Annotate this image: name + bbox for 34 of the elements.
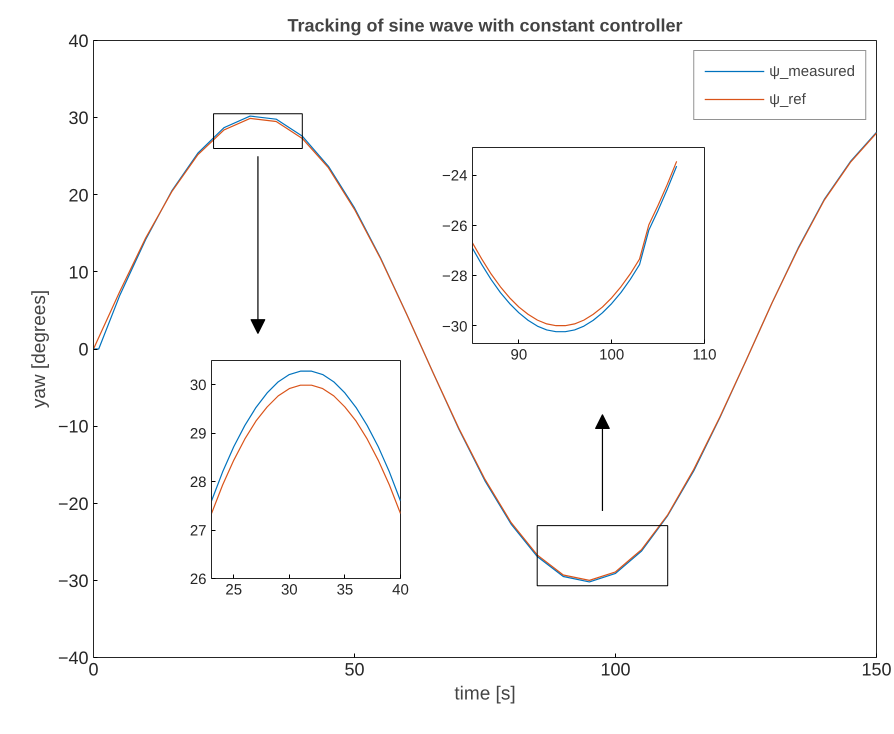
- y-tick-label: −24: [442, 168, 468, 185]
- x-tick-label: 30: [280, 582, 298, 598]
- x-tick-label: 150: [861, 660, 892, 680]
- line-series: [212, 370, 400, 502]
- y-tick-label: −26: [442, 218, 468, 235]
- line-series: [212, 384, 400, 514]
- y-tick-label: 28: [190, 474, 207, 492]
- y-tick-label: 30: [68, 108, 89, 128]
- legend-label: ψ_ref: [769, 90, 806, 108]
- y-tick-label: 30: [190, 377, 207, 394]
- y-axis-title: yaw [degrees]: [28, 290, 50, 408]
- y-tick-label: 40: [68, 31, 89, 51]
- x-tick-label: 100: [599, 346, 624, 364]
- y-tick-label: 10: [68, 262, 89, 282]
- y-tick-label: −10: [58, 416, 89, 437]
- x-tick-label: 90: [510, 346, 528, 364]
- y-tick-label: −30: [442, 318, 468, 336]
- y-tick-label: −20: [58, 494, 89, 514]
- y-tick-label: 29: [190, 426, 207, 443]
- x-tick-label: 35: [336, 582, 354, 598]
- x-tick-label: 25: [225, 582, 242, 598]
- chart-title: Tracking of sine wave with constant controller: [287, 16, 683, 36]
- y-tick-label: −40: [58, 648, 89, 668]
- y-tick-label: 20: [68, 185, 89, 206]
- y-tick-label: 26: [190, 571, 207, 588]
- x-axis-title: time [s]: [454, 684, 516, 704]
- x-tick-label: 40: [392, 582, 409, 598]
- legend-label: ψ_measured: [769, 62, 855, 80]
- x-tick-label: 100: [600, 660, 631, 680]
- x-tick-label: 110: [692, 346, 716, 364]
- y-tick-label: −28: [442, 268, 468, 286]
- x-tick-label: 50: [344, 660, 365, 680]
- y-tick-label: 27: [190, 522, 207, 540]
- y-tick-label: −30: [58, 570, 89, 591]
